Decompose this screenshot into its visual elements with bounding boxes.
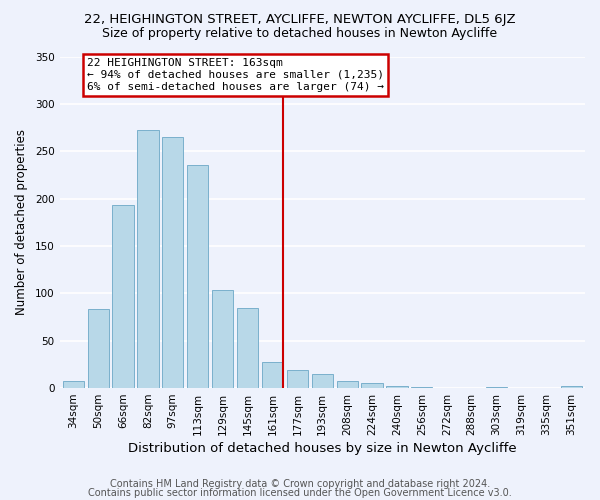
Bar (561, 386, 582, 388)
Bar (62, 382, 84, 388)
Bar (187, 166, 208, 388)
Bar (162, 137, 184, 388)
Bar (212, 290, 233, 388)
Text: 22 HEIGHINGTON STREET: 163sqm
← 94% of detached houses are smaller (1,235)
6% of: 22 HEIGHINGTON STREET: 163sqm ← 94% of d… (87, 58, 384, 92)
Bar (237, 308, 258, 388)
Bar (311, 374, 333, 388)
Bar (337, 382, 358, 388)
Bar (412, 387, 433, 388)
Bar (262, 362, 283, 388)
X-axis label: Distribution of detached houses by size in Newton Aycliffe: Distribution of detached houses by size … (128, 442, 517, 455)
Bar (486, 387, 507, 388)
Text: 22, HEIGHINGTON STREET, AYCLIFFE, NEWTON AYCLIFFE, DL5 6JZ: 22, HEIGHINGTON STREET, AYCLIFFE, NEWTON… (84, 12, 516, 26)
Y-axis label: Number of detached properties: Number of detached properties (15, 130, 28, 316)
Bar (88, 310, 109, 388)
Text: Contains HM Land Registry data © Crown copyright and database right 2024.: Contains HM Land Registry data © Crown c… (110, 479, 490, 489)
Text: Contains public sector information licensed under the Open Government Licence v3: Contains public sector information licen… (88, 488, 512, 498)
Bar (361, 384, 383, 388)
Bar (137, 130, 158, 388)
Bar (112, 205, 134, 388)
Bar (287, 370, 308, 388)
Bar (386, 386, 407, 388)
Text: Size of property relative to detached houses in Newton Aycliffe: Size of property relative to detached ho… (103, 28, 497, 40)
